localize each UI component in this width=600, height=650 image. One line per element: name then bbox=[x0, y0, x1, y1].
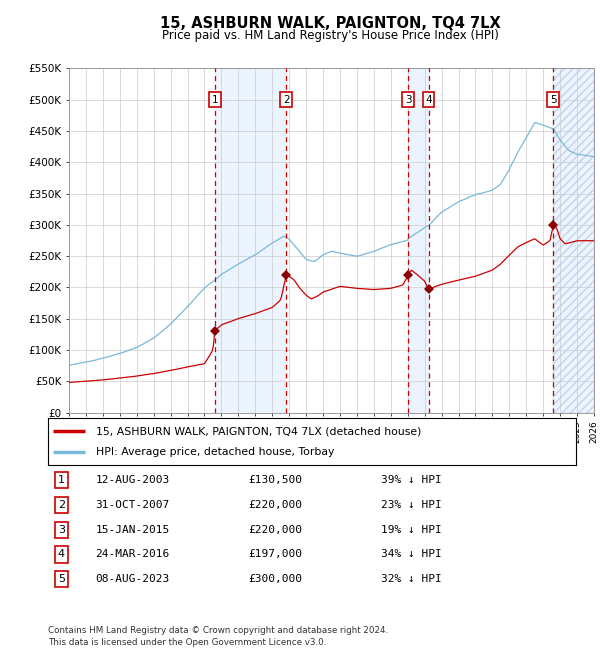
Text: 2: 2 bbox=[58, 500, 65, 510]
Bar bbox=[215, 68, 286, 413]
Text: 5: 5 bbox=[550, 94, 557, 105]
Text: £300,000: £300,000 bbox=[248, 574, 302, 584]
Text: 19% ↓ HPI: 19% ↓ HPI bbox=[380, 525, 442, 535]
Bar bbox=[553, 68, 594, 413]
Text: 3: 3 bbox=[58, 525, 65, 535]
Text: 31-OCT-2007: 31-OCT-2007 bbox=[95, 500, 170, 510]
Text: 32% ↓ HPI: 32% ↓ HPI bbox=[380, 574, 442, 584]
Text: 2: 2 bbox=[283, 94, 290, 105]
Text: 08-AUG-2023: 08-AUG-2023 bbox=[95, 574, 170, 584]
Text: Price paid vs. HM Land Registry's House Price Index (HPI): Price paid vs. HM Land Registry's House … bbox=[161, 29, 499, 42]
Text: 1: 1 bbox=[58, 475, 65, 486]
Text: 12-AUG-2003: 12-AUG-2003 bbox=[95, 475, 170, 486]
Text: £130,500: £130,500 bbox=[248, 475, 302, 486]
Text: 24-MAR-2016: 24-MAR-2016 bbox=[95, 549, 170, 560]
Text: 15-JAN-2015: 15-JAN-2015 bbox=[95, 525, 170, 535]
Text: 15, ASHBURN WALK, PAIGNTON, TQ4 7LX (detached house): 15, ASHBURN WALK, PAIGNTON, TQ4 7LX (det… bbox=[95, 426, 421, 436]
Text: Contains HM Land Registry data © Crown copyright and database right 2024.
This d: Contains HM Land Registry data © Crown c… bbox=[48, 626, 388, 647]
Text: 39% ↓ HPI: 39% ↓ HPI bbox=[380, 475, 442, 486]
Text: 4: 4 bbox=[425, 94, 432, 105]
Text: 34% ↓ HPI: 34% ↓ HPI bbox=[380, 549, 442, 560]
Bar bbox=[409, 68, 428, 413]
Text: 5: 5 bbox=[58, 574, 65, 584]
Text: 15, ASHBURN WALK, PAIGNTON, TQ4 7LX: 15, ASHBURN WALK, PAIGNTON, TQ4 7LX bbox=[160, 16, 500, 31]
Text: £220,000: £220,000 bbox=[248, 500, 302, 510]
Bar bbox=[553, 68, 594, 413]
Text: 23% ↓ HPI: 23% ↓ HPI bbox=[380, 500, 442, 510]
Text: £220,000: £220,000 bbox=[248, 525, 302, 535]
Text: 1: 1 bbox=[212, 94, 218, 105]
Text: £197,000: £197,000 bbox=[248, 549, 302, 560]
Text: 3: 3 bbox=[405, 94, 412, 105]
Text: HPI: Average price, detached house, Torbay: HPI: Average price, detached house, Torb… bbox=[95, 447, 334, 457]
Text: 4: 4 bbox=[58, 549, 65, 560]
